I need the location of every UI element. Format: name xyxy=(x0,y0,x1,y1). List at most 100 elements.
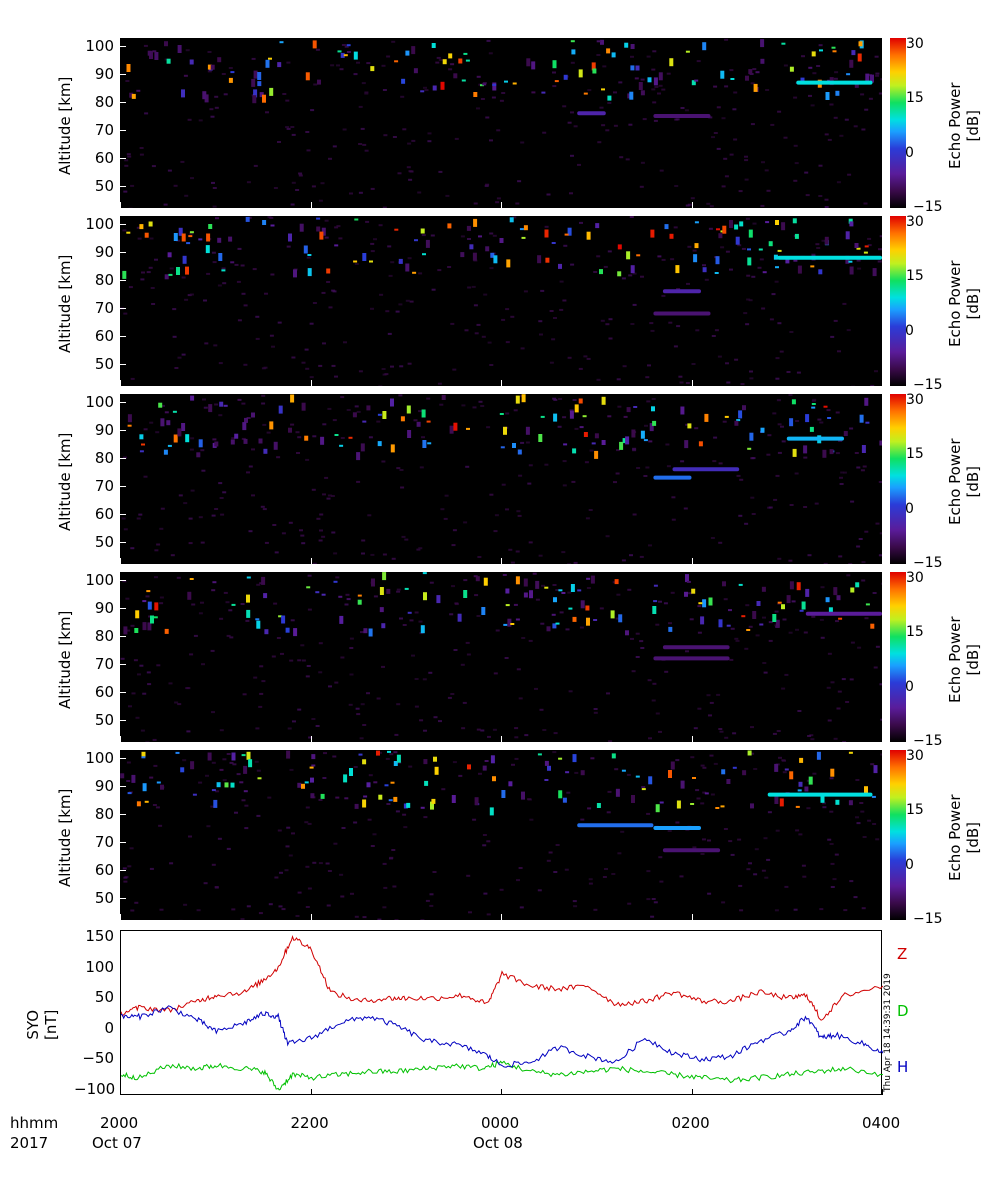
y-tick-label: 80 xyxy=(94,271,114,290)
echo-cell xyxy=(870,74,874,83)
noise-cell xyxy=(505,341,510,344)
noise-cell xyxy=(665,443,670,446)
noise-cell xyxy=(161,404,165,407)
noise-cell xyxy=(630,637,634,640)
y-tick-label: 90 xyxy=(94,421,114,440)
noise-cell xyxy=(356,713,361,716)
echo-cell xyxy=(211,589,216,592)
echo-cell xyxy=(312,40,317,49)
y-tick-label: 100 xyxy=(85,571,114,590)
noise-cell xyxy=(726,381,731,384)
noise-cell xyxy=(381,368,386,370)
noise-cell xyxy=(632,447,637,450)
echo-cell xyxy=(753,83,758,92)
noise-cell xyxy=(729,153,734,156)
noise-cell xyxy=(209,108,214,111)
noise-cell xyxy=(821,239,826,242)
noise-cell xyxy=(406,166,411,169)
noise-cell xyxy=(690,197,695,200)
noise-cell xyxy=(710,537,715,539)
echo-cell xyxy=(213,799,218,808)
echo-cell xyxy=(551,242,556,244)
noise-cell xyxy=(124,159,129,162)
noise-cell xyxy=(333,842,338,845)
noise-cell xyxy=(779,350,784,353)
noise-cell xyxy=(323,752,327,755)
echo-cell xyxy=(482,83,487,86)
noise-cell xyxy=(529,818,534,821)
echo-cell xyxy=(144,232,149,238)
echo-cell xyxy=(803,445,808,454)
series-D xyxy=(120,1060,884,1091)
echo-cell xyxy=(421,409,426,418)
echo-cell xyxy=(583,92,588,95)
echo-cell xyxy=(505,604,510,607)
echo-cell xyxy=(434,766,439,775)
noise-cell xyxy=(730,853,735,856)
noise-cell xyxy=(356,61,360,64)
noise-cell xyxy=(534,687,538,690)
noise-cell xyxy=(413,419,418,422)
echo-cell xyxy=(376,750,380,756)
noise-cell xyxy=(487,341,492,344)
echo-cell xyxy=(311,754,316,760)
noise-cell xyxy=(339,68,344,71)
echo-cell xyxy=(668,626,673,632)
noise-cell xyxy=(647,364,651,367)
noise-cell xyxy=(849,678,854,681)
noise-cell xyxy=(286,127,291,130)
echo-cell xyxy=(403,803,408,809)
echo-cell xyxy=(607,95,612,101)
echo-cell xyxy=(506,259,511,268)
noise-cell xyxy=(615,617,620,620)
noise-cell xyxy=(709,205,714,208)
noise-cell xyxy=(234,263,239,266)
noise-cell xyxy=(867,819,872,822)
echo-cell xyxy=(791,399,796,405)
noise-cell xyxy=(253,676,258,679)
echo-cell xyxy=(580,770,585,776)
x-tick-mark xyxy=(501,1089,502,1095)
colorbar-title-line2: [dB] xyxy=(964,821,982,854)
noise-cell xyxy=(477,556,482,558)
echo-cell xyxy=(577,589,582,592)
echo-cell xyxy=(333,580,338,583)
echo-cell xyxy=(558,263,562,269)
noise-cell xyxy=(408,765,413,768)
noise-cell xyxy=(579,626,584,629)
noise-cell xyxy=(788,394,793,396)
noise-cell xyxy=(803,506,808,508)
echo-cell xyxy=(180,767,185,773)
noise-cell xyxy=(229,761,234,764)
y-tick-mark xyxy=(120,758,126,760)
noise-cell xyxy=(232,763,237,766)
echo-cell xyxy=(420,228,425,234)
echo-cell xyxy=(871,795,876,798)
echo-cell xyxy=(635,65,640,71)
noise-cell xyxy=(862,836,867,838)
echo-cell xyxy=(315,591,320,594)
noise-cell xyxy=(191,603,196,606)
noise-cell xyxy=(449,613,454,616)
noise-cell xyxy=(820,636,825,639)
echo-cell xyxy=(582,415,587,418)
echo-cell xyxy=(407,611,412,614)
noise-cell xyxy=(183,502,188,505)
noise-cell xyxy=(332,145,337,148)
noise-cell xyxy=(262,423,267,426)
noise-cell xyxy=(244,827,249,830)
noise-cell xyxy=(272,524,277,526)
echo-cell xyxy=(281,615,286,624)
x-tick-mark xyxy=(882,1089,883,1095)
echo-cell xyxy=(601,88,605,91)
noise-cell xyxy=(495,201,500,204)
echo-cell xyxy=(574,404,579,413)
noise-cell xyxy=(158,824,163,827)
noise-cell xyxy=(842,471,847,474)
noise-cell xyxy=(444,494,449,497)
noise-cell xyxy=(482,844,487,847)
noise-cell xyxy=(123,880,128,883)
echo-cell xyxy=(349,768,353,776)
echo-cell xyxy=(698,441,703,447)
noise-cell xyxy=(777,110,782,113)
